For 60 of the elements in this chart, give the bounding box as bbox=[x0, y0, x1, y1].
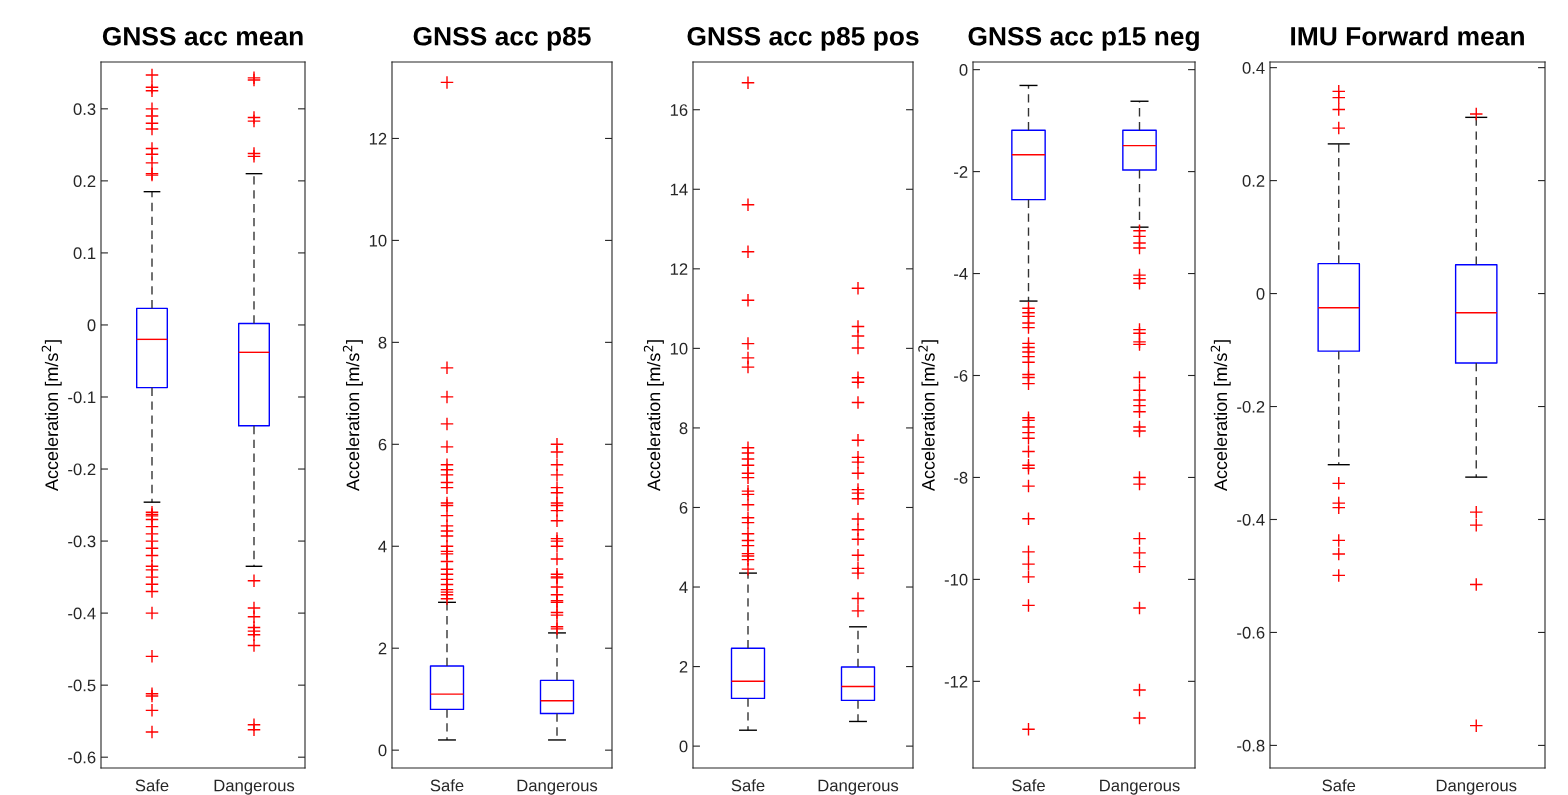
y-tick-label: 0.3 bbox=[73, 103, 96, 116]
y-tick-label: 6 bbox=[378, 438, 387, 451]
y-tick-label: -10 bbox=[944, 573, 968, 586]
chart-title: IMU Forward mean bbox=[1291, 26, 1524, 46]
y-tick-label: 0 bbox=[959, 64, 968, 76]
y-tick-label: -0.3 bbox=[68, 535, 96, 548]
y-axis-title: Acceleration [m/s$^{2}$] bbox=[918, 340, 939, 492]
y-tick-label: -0.5 bbox=[68, 679, 96, 692]
y-tick-label: -6 bbox=[954, 369, 968, 382]
y-tick-label: -0.6 bbox=[1237, 626, 1265, 639]
y-tick-label: 2 bbox=[378, 642, 387, 655]
x-tick-label: Dangerous bbox=[1100, 779, 1180, 795]
y-tick-label: 6 bbox=[679, 501, 688, 514]
x-tick-label: Dangerous bbox=[1436, 779, 1517, 795]
y-tick-label: 0.4 bbox=[1242, 62, 1265, 74]
x-tick-label: Safe bbox=[731, 779, 765, 792]
chart-title: GNSS acc p15 neg bbox=[968, 26, 1199, 51]
y-tick-label: 0 bbox=[1256, 287, 1265, 300]
x-tick-label: Dangerous bbox=[214, 779, 295, 795]
y-axis-title: Acceleration [m/s$^{2}$] bbox=[342, 340, 363, 492]
y-tick-label: 16 bbox=[670, 104, 688, 116]
y-tick-label: -2 bbox=[954, 166, 968, 178]
x-tick-label: Safe bbox=[135, 779, 169, 792]
y-tick-label: 10 bbox=[670, 342, 688, 355]
y-tick-label: 0 bbox=[87, 319, 96, 332]
y-tick-label: 0.1 bbox=[73, 247, 96, 260]
y-tick-label: -12 bbox=[944, 675, 968, 688]
y-tick-label: -0.8 bbox=[1237, 739, 1265, 752]
y-tick-label: -0.4 bbox=[68, 607, 96, 620]
chart-title: GNSS acc mean bbox=[102, 26, 303, 46]
y-tick-label: 8 bbox=[679, 422, 688, 435]
x-tick-label: Safe bbox=[1322, 779, 1356, 792]
x-tick-label: Safe bbox=[1012, 779, 1045, 792]
y-tick-label: 2 bbox=[679, 660, 688, 673]
chart-title: GNSS acc p85 bbox=[413, 26, 591, 51]
y-tick-label: -0.2 bbox=[68, 463, 96, 476]
y-tick-label: 14 bbox=[670, 183, 688, 196]
y-tick-label: 4 bbox=[679, 581, 688, 594]
y-tick-label: -8 bbox=[954, 471, 968, 484]
y-tick-label: 8 bbox=[378, 336, 387, 349]
y-tick-label: -0.4 bbox=[1237, 513, 1265, 526]
y-tick-label: -0.6 bbox=[68, 751, 96, 764]
x-tick-label: Dangerous bbox=[517, 779, 598, 795]
chart-title: GNSS acc p85 pos bbox=[687, 26, 919, 51]
y-tick-label: 10 bbox=[369, 234, 387, 247]
x-tick-label: Safe bbox=[430, 779, 464, 792]
y-tick-label: -4 bbox=[954, 268, 968, 280]
y-tick-label: 0.2 bbox=[1242, 175, 1265, 187]
y-tick-label: 0 bbox=[679, 740, 688, 753]
y-tick-label: -0.2 bbox=[1237, 400, 1265, 413]
y-tick-label: 0 bbox=[378, 744, 387, 757]
y-axis-title: Acceleration [m/s$^{2}$] bbox=[1210, 340, 1231, 492]
y-tick-label: 12 bbox=[670, 263, 688, 275]
y-tick-label: 4 bbox=[378, 540, 387, 553]
y-tick-label: -0.1 bbox=[68, 391, 96, 404]
y-axis-title: Acceleration [m/s$^{2}$] bbox=[41, 340, 62, 492]
x-tick-label: Dangerous bbox=[818, 779, 899, 795]
y-axis-title: Acceleration [m/s$^{2}$] bbox=[643, 340, 664, 492]
y-tick-label: 0.2 bbox=[73, 175, 96, 188]
y-tick-label: 12 bbox=[369, 132, 387, 145]
